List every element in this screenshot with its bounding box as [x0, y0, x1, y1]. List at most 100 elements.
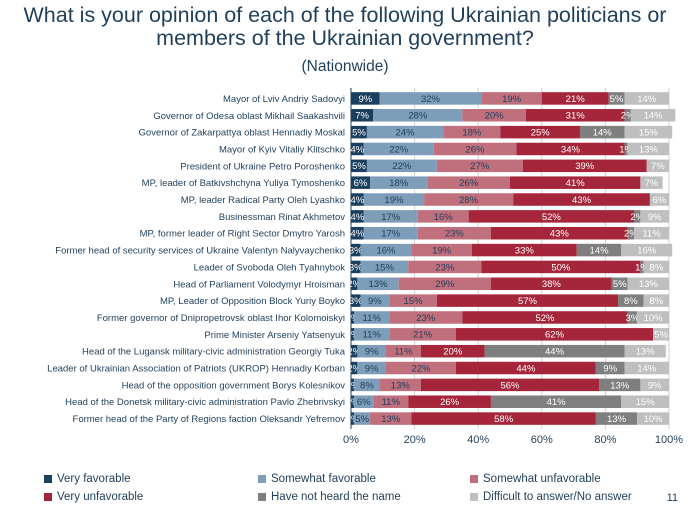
bar-segment	[436, 159, 523, 173]
data-label: 9%	[358, 94, 372, 105]
data-label: 28%	[408, 111, 428, 122]
x-tick-label: 0%	[343, 434, 359, 446]
legend-item: Very favorable	[44, 473, 131, 485]
data-label: 58%	[494, 414, 514, 425]
x-tick-label: 100%	[655, 434, 683, 446]
data-label: 3%	[349, 245, 363, 256]
bar-segment	[385, 344, 421, 358]
category-label: Leader of Ukrainian Association of Patri…	[47, 364, 345, 375]
category-label: MP, former leader of Right Sector Dmytro…	[140, 229, 345, 240]
bar-segment	[471, 243, 577, 257]
bar-segment	[357, 344, 386, 358]
data-label: 13%	[391, 380, 411, 391]
data-label: 15%	[404, 296, 424, 307]
category-label: Governor of Zakarpattya oblast Hennadiy …	[139, 128, 345, 139]
data-label: 16%	[376, 245, 396, 256]
legend-label: Very unfavorable	[57, 491, 144, 503]
bar-segment	[643, 260, 669, 274]
bar-segment	[427, 176, 510, 189]
bar-segment	[653, 328, 669, 341]
data-label: 39%	[575, 161, 595, 172]
data-label: 62%	[545, 330, 565, 341]
bar-segment	[408, 395, 491, 408]
bar-segment	[621, 243, 673, 257]
category-label: Head of the Lugansk military-civic admin…	[82, 347, 346, 358]
bar-segment	[357, 277, 399, 291]
category-label: Head of the opposition government Borys …	[122, 380, 346, 391]
bar-segment	[351, 311, 355, 324]
bar-segment	[640, 378, 669, 392]
data-label: 28%	[459, 195, 479, 206]
data-label: 43%	[550, 229, 570, 240]
data-label: 10%	[644, 313, 664, 324]
data-label: 13%	[607, 414, 627, 425]
bar-segment	[424, 193, 514, 206]
bar-segment	[370, 176, 428, 189]
bar-segment	[627, 226, 635, 240]
bar-segment	[484, 344, 625, 358]
data-label: 44%	[516, 363, 536, 374]
bar-segment	[490, 277, 612, 291]
data-label: 16%	[434, 212, 454, 223]
bar-segment	[634, 226, 669, 240]
legend-item: Have not heard the name	[258, 491, 401, 503]
x-tick-label: 80%	[594, 434, 616, 446]
bar-segment	[637, 412, 669, 425]
bar-segment	[360, 243, 412, 257]
legend-item: Somewhat favorable	[258, 473, 376, 485]
bar-segment	[443, 125, 501, 139]
bar-segment	[417, 210, 469, 223]
data-label: 50%	[551, 262, 571, 273]
data-label: 22%	[392, 161, 412, 172]
data-label: 2%	[621, 111, 635, 122]
data-label: 26%	[440, 397, 460, 408]
data-label: 3%	[349, 262, 363, 273]
category-label: President of Ukraine Petro Poroshenko	[180, 161, 345, 172]
bar-segment	[436, 294, 619, 307]
data-label: 52%	[542, 212, 562, 223]
data-label: 21%	[413, 330, 433, 341]
data-label: 22%	[411, 363, 431, 374]
bar-segment	[624, 344, 666, 358]
data-label: 5%	[352, 161, 366, 172]
bar-segment	[621, 395, 669, 408]
data-label: 4%	[350, 212, 364, 223]
bar-segment	[389, 328, 456, 341]
data-label: 13%	[639, 144, 659, 155]
data-label: 9%	[648, 380, 662, 391]
bar-segment	[455, 361, 596, 375]
bar-segment	[351, 260, 361, 274]
bar-segment	[351, 294, 361, 307]
data-label: 5%	[355, 414, 369, 425]
category-label: Former governor of Dnipropetrovsk oblast…	[97, 313, 345, 324]
data-label: 13%	[639, 279, 659, 290]
bar-segment	[351, 412, 355, 425]
category-label: Prime Minister Arseniy Yatsenyuk	[204, 330, 345, 341]
data-label: 9%	[603, 363, 617, 374]
bar-segment	[354, 328, 390, 341]
category-label: Leader of Svoboda Oleh Tyahnybok	[194, 262, 346, 273]
data-label: 15%	[639, 128, 659, 139]
bar-segment	[351, 193, 364, 206]
data-label: 3%	[349, 296, 363, 307]
data-label: 18%	[389, 178, 409, 189]
bar-segment	[541, 92, 609, 105]
legend-label: Have not heard the name	[271, 491, 401, 503]
legend-item: Very unfavorable	[44, 491, 143, 503]
data-label: 34%	[561, 144, 581, 155]
legend-label: Difficult to answer/No answer	[483, 491, 632, 503]
legend-swatch	[44, 493, 52, 501]
bar-segment	[351, 277, 358, 291]
data-label: 6%	[653, 195, 667, 206]
bar-segment	[351, 243, 361, 257]
bar-segment	[354, 378, 380, 392]
data-label: 19%	[502, 94, 522, 105]
data-label: 5%	[613, 279, 627, 290]
data-label: 29%	[435, 279, 455, 290]
bar-segment	[354, 395, 374, 408]
bar-segment	[354, 412, 371, 425]
bar-segment	[640, 176, 663, 189]
bar-segment	[363, 142, 434, 156]
category-label: Former head of the Party of Regions fact…	[73, 414, 346, 425]
